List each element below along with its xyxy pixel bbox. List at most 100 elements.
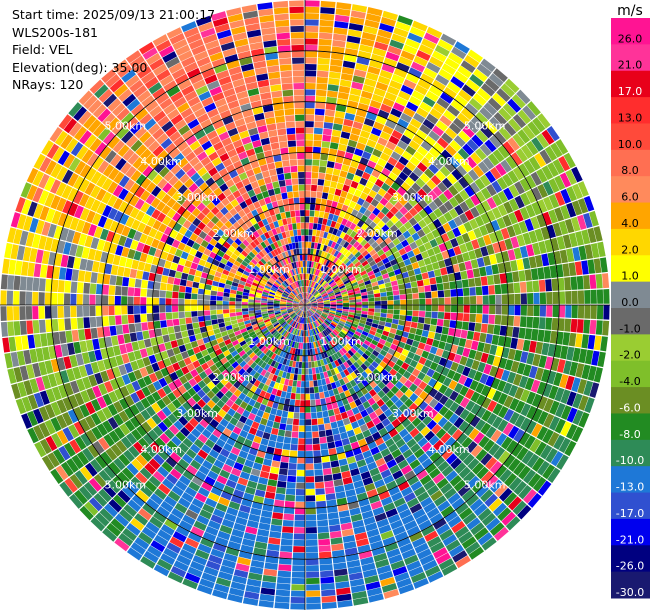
- range-gate: [248, 305, 255, 308]
- range-gate: [306, 546, 318, 553]
- range-gate: [375, 457, 386, 467]
- range-gate: [342, 310, 349, 314]
- range-gate: [538, 317, 546, 330]
- range-gate: [480, 452, 493, 466]
- range-gate: [289, 312, 296, 317]
- range-gate: [327, 269, 333, 276]
- range-gate: [269, 316, 276, 321]
- range-gate: [575, 333, 583, 348]
- range-gate: [69, 493, 84, 509]
- range-gate: [339, 318, 347, 323]
- range-gate: [327, 193, 335, 201]
- range-gate: [290, 392, 296, 400]
- range-gate: [332, 123, 343, 131]
- range-gate: [303, 317, 305, 324]
- range-gate: [399, 215, 409, 225]
- range-gate: [343, 118, 354, 127]
- range-gate: [458, 374, 468, 385]
- range-gate: [317, 532, 330, 540]
- range-gate: [375, 422, 385, 431]
- range-gate: [355, 168, 364, 178]
- range-gate: [228, 473, 239, 483]
- range-gate: [130, 360, 139, 371]
- range-gate: [295, 316, 300, 322]
- range-gate: [528, 256, 537, 269]
- range-gate: [325, 429, 333, 437]
- range-gate: [417, 188, 428, 199]
- range-gate: [153, 289, 160, 298]
- range-gate: [305, 450, 313, 458]
- range-gate: [223, 553, 238, 563]
- range-gate: [320, 570, 334, 578]
- range-gate: [547, 431, 560, 447]
- range-gate: [577, 181, 589, 197]
- range-gate: [405, 161, 417, 172]
- range-gate: [343, 443, 353, 452]
- range-gate: [92, 440, 105, 455]
- range-gate: [564, 277, 572, 291]
- range-gate: [246, 366, 254, 374]
- range-gate: [321, 589, 336, 597]
- range-gate: [464, 54, 480, 68]
- range-gate: [312, 328, 317, 335]
- range-gate: [151, 413, 162, 425]
- range-gate: [17, 381, 28, 398]
- range-gate: [83, 305, 90, 317]
- range-gate: [495, 433, 508, 446]
- range-gate: [432, 158, 444, 170]
- range-gate: [351, 421, 360, 430]
- range-gate: [81, 221, 92, 235]
- range-gate: [455, 320, 463, 330]
- range-gate: [175, 480, 188, 492]
- range-gate: [365, 581, 381, 591]
- range-gate: [151, 208, 161, 220]
- range-gate: [305, 32, 319, 39]
- range-gate: [153, 453, 165, 466]
- range-gate: [336, 303, 343, 305]
- range-gate: [263, 289, 270, 294]
- ray: [0, 305, 305, 321]
- range-gate: [212, 589, 228, 600]
- range-gate: [122, 527, 137, 542]
- range-gate: [377, 279, 385, 285]
- range-gate: [383, 453, 394, 463]
- range-gate: [494, 464, 508, 479]
- range-gate: [432, 245, 441, 255]
- range-gate: [563, 360, 572, 375]
- range-gate: [216, 291, 224, 297]
- range-gate: [512, 500, 527, 516]
- range-gate: [534, 367, 544, 381]
- range-gate: [432, 355, 442, 364]
- range-gate: [239, 263, 247, 271]
- range-gate: [257, 318, 264, 324]
- range-gate: [322, 218, 328, 226]
- range-gate: [256, 366, 264, 374]
- range-gate: [373, 289, 380, 294]
- range-gate: [297, 450, 305, 458]
- range-gate: [160, 251, 169, 260]
- range-gate: [143, 375, 153, 386]
- range-gate: [130, 392, 140, 404]
- range-gate: [513, 209, 524, 223]
- range-gate: [462, 347, 471, 358]
- range-gate: [242, 597, 259, 606]
- range-gate: [273, 282, 280, 288]
- range-gate: [440, 33, 457, 46]
- range-gate: [356, 492, 368, 501]
- range-gate: [346, 318, 353, 323]
- range-gate: [316, 334, 321, 341]
- range-gate: [293, 300, 300, 303]
- range-gate: [231, 281, 239, 287]
- range-gate: [332, 330, 338, 337]
- range-gate: [316, 373, 321, 380]
- range-gate: [192, 555, 208, 566]
- range-gate: [347, 291, 355, 296]
- range-gate: [164, 341, 173, 351]
- range-gate: [307, 310, 311, 317]
- range-gate: [290, 444, 298, 451]
- range-gate: [288, 463, 297, 470]
- range-gate: [200, 253, 209, 262]
- range-gate: [178, 475, 191, 486]
- range-gate: [513, 282, 521, 294]
- range-gate: [307, 241, 312, 249]
